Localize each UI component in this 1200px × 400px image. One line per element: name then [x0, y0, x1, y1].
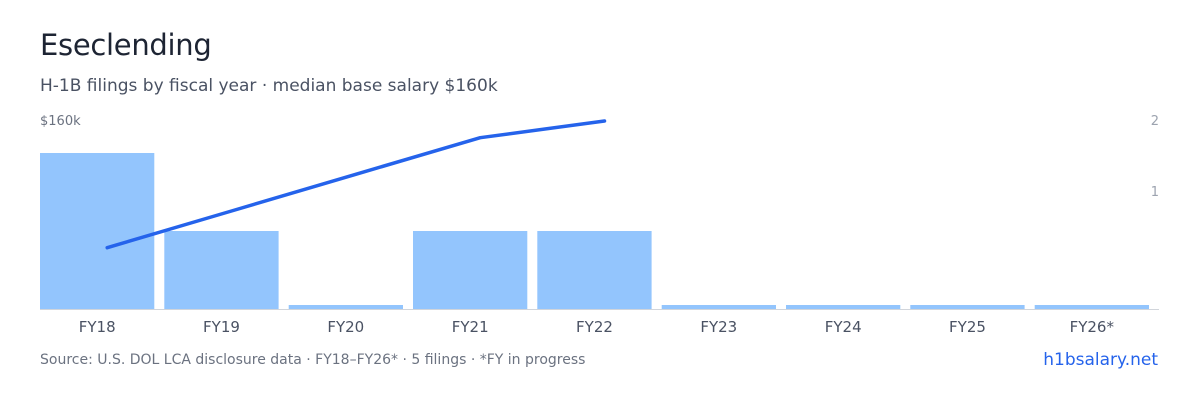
- bar-fy21[interactable]: [413, 231, 528, 309]
- bar-fy19[interactable]: [164, 231, 279, 309]
- page-title: Eseclending: [40, 28, 212, 62]
- x-ticks-group: FY18 FY19 FY20 FY21 FY22 FY23 FY24 FY25 FY26*: [79, 318, 1115, 336]
- x-tick-label: FY22: [576, 318, 613, 336]
- left-axis-label: $160k: [40, 114, 81, 129]
- bar-fy22[interactable]: [537, 231, 652, 309]
- x-tick-label: FY26*: [1070, 318, 1115, 336]
- bar-fy26-partial[interactable]: [1034, 305, 1149, 309]
- bar-fy20[interactable]: [288, 305, 403, 309]
- x-tick-label: FY25: [949, 318, 986, 336]
- bar-fy24[interactable]: [786, 305, 901, 309]
- right-axis-tick: 2: [1151, 114, 1159, 129]
- bar-fy23[interactable]: [661, 305, 776, 309]
- bars-group: [40, 153, 1149, 309]
- median-salary-line: [105, 119, 607, 250]
- page-subtitle: H-1B filings by fiscal year · median bas…: [40, 76, 498, 96]
- x-tick-label: FY19: [203, 318, 240, 336]
- right-axis-group: 21: [1151, 114, 1159, 200]
- x-tick-label: FY18: [79, 318, 116, 336]
- x-tick-label: FY21: [452, 318, 489, 336]
- x-tick-label: FY20: [327, 318, 364, 336]
- right-axis-tick: 1: [1151, 185, 1159, 200]
- bar-fy18[interactable]: [40, 153, 155, 309]
- brand-link[interactable]: h1bsalary.net: [1043, 350, 1158, 370]
- x-tick-label: FY23: [700, 318, 737, 336]
- source-note: Source: U.S. DOL LCA disclosure data · F…: [40, 352, 586, 368]
- bar-fy25[interactable]: [910, 305, 1025, 309]
- x-tick-label: FY24: [825, 318, 862, 336]
